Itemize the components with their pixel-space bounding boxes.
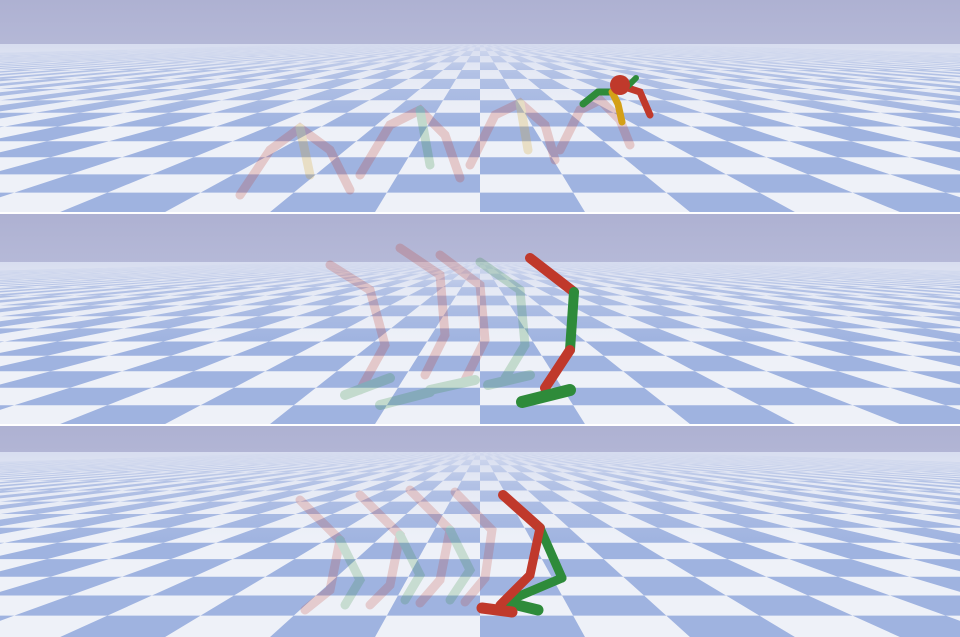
ant-robot	[579, 75, 654, 126]
walker-panel	[0, 426, 960, 637]
ant-panel	[0, 0, 960, 212]
motion-trail-ghosts	[295, 485, 497, 615]
motion-trail-ghosts	[325, 243, 535, 410]
motion-trail-ghosts	[235, 94, 635, 200]
checkerboard-floor	[0, 262, 960, 424]
checkerboard-floor	[0, 44, 960, 212]
walker-robot	[476, 490, 567, 618]
checkerboard-floor	[0, 452, 960, 637]
hopper-panel	[0, 214, 960, 424]
hopper-robot	[516, 253, 579, 408]
